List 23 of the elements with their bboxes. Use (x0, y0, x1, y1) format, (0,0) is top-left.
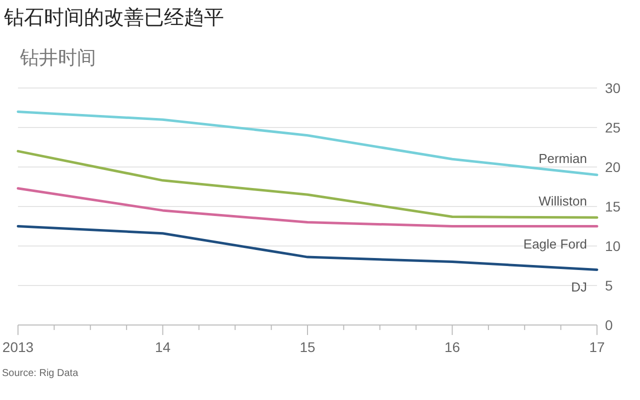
line-series (16, 225, 598, 271)
series-label: Williston (538, 194, 587, 209)
x-tick-label: 14 (154, 339, 171, 355)
y-tick-label: 0 (605, 317, 613, 333)
chart-subtitle: 钻井时间 (19, 48, 96, 69)
chart-title: 钻石时间的改善已经趋平 (3, 6, 224, 29)
series-label: Eagle Ford (523, 236, 587, 252)
line-series (16, 110, 598, 176)
series-label: DJ (571, 280, 587, 295)
line-series (16, 187, 598, 228)
y-tick-label: 10 (605, 238, 621, 254)
x-tick-label: 16 (444, 339, 460, 355)
series-label: Permian (538, 150, 587, 166)
source-note: Source: Rig Data (2, 368, 79, 379)
y-tick-label: 25 (605, 120, 621, 136)
x-tick-label: 17 (589, 339, 605, 355)
y-tick-label: 30 (605, 80, 621, 96)
y-tick-label: 15 (605, 198, 621, 214)
y-tick-label: 5 (605, 278, 613, 294)
x-tick-label: 15 (300, 339, 316, 355)
x-tick-label: 2013 (2, 339, 34, 355)
line-series (16, 150, 598, 219)
y-tick-label: 20 (605, 159, 621, 175)
